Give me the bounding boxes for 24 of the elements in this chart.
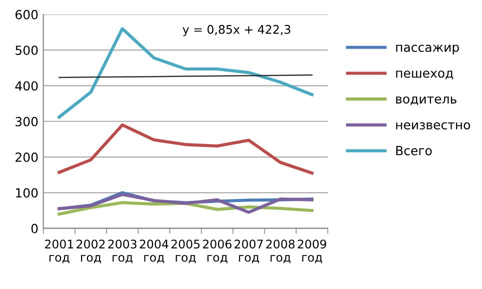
line-series <box>58 192 314 214</box>
y-tick-label: 0 <box>31 224 38 234</box>
line-series <box>58 123 314 175</box>
x-tick-label: 2002 год <box>76 240 105 264</box>
legend-label: Всего <box>396 146 432 156</box>
x-tick-label: 2008 год <box>266 240 295 264</box>
x-tick-label: 2009 год <box>298 240 326 264</box>
legend-label: пассажир <box>396 44 459 54</box>
x-tick-label: 2007 год <box>234 240 263 264</box>
y-tick-label: 300 <box>16 116 38 126</box>
y-tick-label: 600 <box>16 10 38 20</box>
y-tick-label: 100 <box>16 188 38 198</box>
legend-label: пешеход <box>396 70 454 80</box>
legend-label: водитель <box>396 96 456 106</box>
y-tick-label: 200 <box>16 152 38 162</box>
x-tick-label: 2005 год <box>171 240 200 264</box>
y-tick-label: 400 <box>15 81 38 91</box>
legend-label: неизвестно <box>396 122 470 130</box>
x-tick-label: 2006 год <box>203 240 232 264</box>
x-tick-label: 2004 год <box>140 240 168 264</box>
x-tick-label: 2001 год <box>45 240 74 264</box>
y-tick-label: 500 <box>16 46 38 56</box>
annotation: y = 0,85x + 422,3 <box>182 24 290 36</box>
x-tick-label: 2003 год <box>108 240 136 264</box>
